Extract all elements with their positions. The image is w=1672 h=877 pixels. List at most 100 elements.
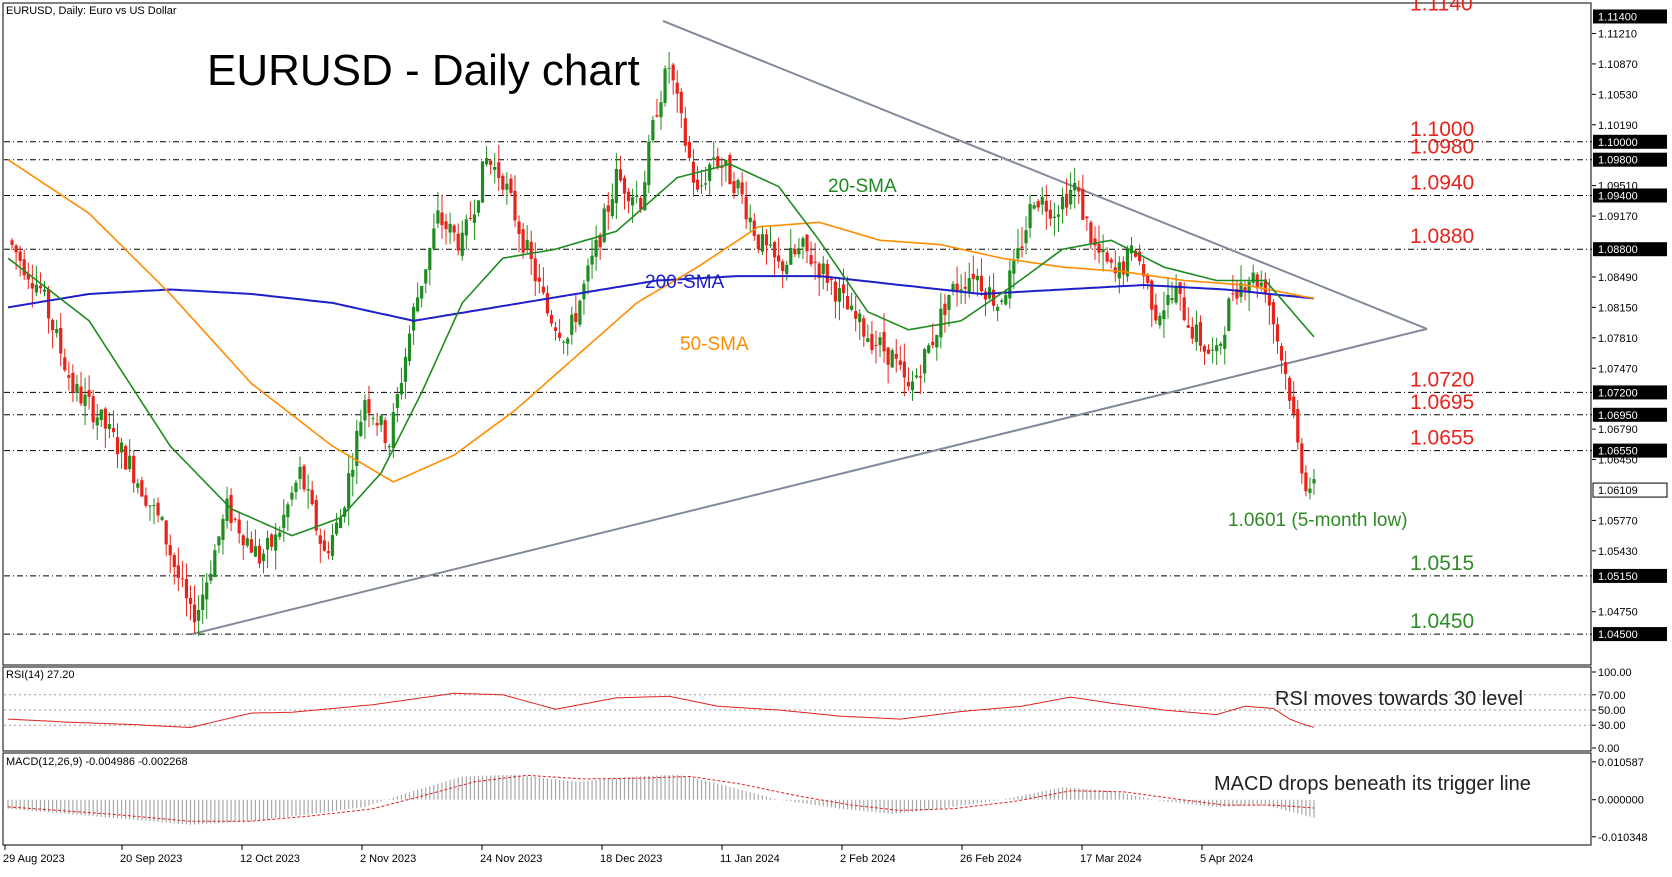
bear-candle xyxy=(752,220,756,236)
level-price-tag-text: 1.04500 xyxy=(1598,629,1638,641)
bull-candle xyxy=(424,269,428,284)
y-axis-tick-label: 1.11210 xyxy=(1598,28,1637,40)
bull-candle xyxy=(1056,214,1061,217)
bear-candle xyxy=(683,118,687,146)
bull-candle xyxy=(525,240,529,250)
bear-candle xyxy=(1255,274,1259,289)
bear-candle xyxy=(46,289,51,319)
bear-candle xyxy=(1137,251,1142,262)
bear-candle xyxy=(38,285,43,289)
bull-candle xyxy=(351,469,355,477)
bear-candle xyxy=(188,597,193,604)
bull-candle xyxy=(209,573,213,581)
bull-candle xyxy=(1101,249,1105,253)
rsi-axis-tick-label: 30.00 xyxy=(1598,720,1626,732)
bull-candle xyxy=(213,550,217,577)
bull-candle xyxy=(448,223,452,233)
bear-candle xyxy=(781,261,785,272)
bull-candle xyxy=(659,102,663,118)
bear-candle xyxy=(1020,246,1024,249)
bull-candle xyxy=(566,338,570,344)
bear-candle xyxy=(1089,222,1093,244)
bear-candle xyxy=(367,399,371,414)
bull-candle xyxy=(1251,272,1255,283)
rsi-axis-tick-label: 100.00 xyxy=(1598,667,1632,679)
level-label: 1.0980 xyxy=(1410,136,1474,159)
x-axis-tick-label: 26 Feb 2024 xyxy=(960,853,1022,865)
bear-candle xyxy=(156,502,160,516)
bull-candle xyxy=(217,536,221,546)
bear-candle xyxy=(898,360,902,365)
bull-candle xyxy=(1060,197,1065,210)
level-price-tag xyxy=(1593,188,1667,203)
level-label: 1.0450 xyxy=(1410,610,1474,633)
bull-candle xyxy=(1008,270,1012,299)
bear-candle xyxy=(606,205,610,212)
y-axis-tick-label: 1.10870 xyxy=(1598,59,1638,71)
bull-candle xyxy=(910,381,915,391)
bull-candle xyxy=(570,314,574,335)
bear-candle xyxy=(1271,302,1276,325)
bear-candle xyxy=(671,64,675,81)
x-axis-tick-label: 24 Nov 2023 xyxy=(480,853,542,865)
bull-candle xyxy=(797,248,801,255)
rsi-header: RSI(14) 27.20 xyxy=(6,669,74,681)
bull-candle xyxy=(261,553,266,562)
bull-candle xyxy=(42,289,47,292)
bull-candle xyxy=(306,489,310,491)
bear-candle xyxy=(691,161,696,183)
level-label: 1.0940 xyxy=(1410,171,1474,194)
bull-candle xyxy=(647,141,651,186)
bear-candle xyxy=(1178,282,1182,295)
level-price-tag-text: 1.07200 xyxy=(1598,387,1638,399)
bear-candle xyxy=(10,240,14,245)
bear-candle xyxy=(168,545,172,556)
price-pane-frame xyxy=(2,2,1592,666)
bull-candle xyxy=(635,195,639,197)
bear-candle xyxy=(529,241,533,260)
bear-candle xyxy=(744,196,748,220)
bull-candle xyxy=(1247,281,1251,294)
bull-candle xyxy=(768,244,773,246)
bull-candle xyxy=(951,283,955,291)
bull-candle xyxy=(1174,287,1178,303)
bear-candle xyxy=(1267,294,1271,306)
bear-candle xyxy=(237,519,241,534)
bull-candle xyxy=(436,210,440,224)
bear-candle xyxy=(545,293,550,314)
level-price-tag-text: 1.06550 xyxy=(1598,446,1638,458)
level-label: 1.1140 xyxy=(1410,0,1473,15)
bull-candle xyxy=(1170,297,1174,301)
level-price-tag-text: 1.09800 xyxy=(1598,155,1638,167)
macd-signal-line xyxy=(7,774,1315,822)
bull-candle xyxy=(975,275,979,281)
bear-candle xyxy=(1105,252,1109,262)
bear-candle xyxy=(444,221,448,229)
bear-candle xyxy=(639,198,643,210)
bull-candle xyxy=(1040,196,1044,205)
bear-candle xyxy=(886,347,890,365)
bear-candle xyxy=(979,275,984,292)
bull-candle xyxy=(1024,230,1028,244)
bull-candle xyxy=(505,183,509,190)
bull-candle xyxy=(294,482,298,493)
bear-candle xyxy=(1142,264,1146,277)
bull-candle xyxy=(338,518,343,529)
bear-candle xyxy=(918,376,923,378)
bull-candle xyxy=(286,504,290,518)
sma20-line xyxy=(7,163,1315,537)
bear-candle xyxy=(14,245,18,253)
macd-header: MACD(12,26,9) -0.004986 -0.002268 xyxy=(6,756,188,768)
bull-candle xyxy=(379,415,383,426)
bull-candle xyxy=(274,534,278,551)
bull-candle xyxy=(878,337,882,346)
bear-candle xyxy=(817,263,821,278)
rsi-layer: 100.00 70.00 50.00 30.00 0.00 xyxy=(4,667,1632,755)
level-label: 1.0655 xyxy=(1410,427,1474,450)
bear-candle xyxy=(1284,362,1288,374)
bear-candle xyxy=(440,212,444,226)
bear-candle xyxy=(302,465,306,490)
bear-candle xyxy=(809,255,813,265)
macd-axis-tick-label: -0.010348 xyxy=(1598,832,1648,844)
bear-candle xyxy=(1231,293,1235,295)
